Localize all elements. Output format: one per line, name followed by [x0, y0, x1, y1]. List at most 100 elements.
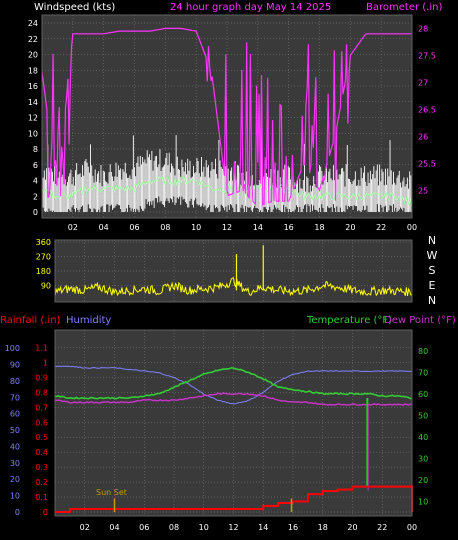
humidity-ytick: 40: [10, 442, 20, 451]
humidity-ytick: 30: [10, 459, 20, 468]
direction-ytick: 180: [36, 267, 51, 276]
climate-xtick: 20: [347, 523, 357, 532]
humidity-line: [54, 365, 413, 405]
barometer-ytick: 27: [418, 78, 428, 87]
chart-title: 24 hour graph day May 14 2025: [170, 2, 331, 13]
wind-ytick: 4: [33, 177, 38, 186]
panel-direction-marks: [54, 245, 413, 297]
temp-ytick: 40: [418, 433, 428, 442]
direction-ytick: 360: [36, 238, 51, 247]
wind-xtick: 18: [314, 223, 324, 232]
wind-ytick: 18: [28, 66, 38, 75]
rain-ytick: 0.9: [35, 373, 48, 382]
rain-ytick: 1: [43, 358, 48, 367]
panel-climate-grid: [55, 330, 413, 516]
wind-xtick: 22: [376, 223, 386, 232]
panel-climate-marks: [54, 365, 413, 513]
wind-xtick: 12: [222, 223, 232, 232]
humidity-ytick: 70: [10, 393, 20, 402]
rainfall-line: [55, 485, 413, 513]
wind-xtick: 08: [160, 223, 170, 232]
compass-label: E: [429, 279, 436, 292]
rain-ytick: 0.6: [35, 418, 48, 427]
wind-ytick: 0: [33, 208, 38, 217]
wind-ytick: 24: [28, 19, 38, 28]
barometer-ytick: 25: [418, 186, 428, 195]
barometer-ytick: 25.5: [418, 159, 436, 168]
wind-ytick: 14: [28, 98, 38, 107]
rain-ytick: 0.7: [35, 403, 48, 412]
barometer-ytick: 26.5: [418, 105, 436, 114]
humidity-ylabel: Humidity: [66, 315, 111, 326]
wind-ytick: 22: [28, 35, 38, 44]
wind-ytick: 8: [33, 145, 38, 154]
dewpoint-ylabel: Dew Point (°F): [384, 315, 456, 326]
climate-xtick: 00: [407, 523, 417, 532]
compass-label: S: [429, 264, 436, 277]
wind-xtick: 06: [129, 223, 139, 232]
climate-xtick: 04: [109, 523, 119, 532]
wind-xtick: 10: [191, 223, 201, 232]
rain-ytick: 0.5: [35, 433, 48, 442]
humidity-ytick: 80: [10, 377, 20, 386]
rain-ytick: 0.8: [35, 388, 48, 397]
rain-ytick: 1.1: [35, 343, 48, 352]
rain-ytick: 0.1: [35, 493, 48, 502]
climate-xtick: 06: [139, 523, 149, 532]
temp-ytick: 20: [418, 476, 428, 485]
wind-xtick: 04: [99, 223, 109, 232]
climate-frame: [54, 329, 413, 517]
climate-xtick: 16: [288, 523, 298, 532]
wind-xtick: 20: [345, 223, 355, 232]
direction-frame: [54, 239, 413, 303]
wind-ytick: 16: [28, 82, 38, 91]
climate-xtick: 14: [258, 523, 268, 532]
climate-xtick: 18: [318, 523, 328, 532]
barometer-ylabel: Barometer (.in): [366, 2, 442, 13]
temperature-line: [54, 366, 412, 400]
temp-ytick: 50: [418, 411, 428, 420]
temp-ytick: 30: [418, 454, 428, 463]
rain-ytick: 0.4: [35, 448, 48, 457]
panel-climate-axes: 0 0.1 0.2 0.3 0.4 0.5 0.6 0.7 0.8 0.9 1 1.1 0 10 20 30 4…: [5, 329, 428, 532]
climate-xtick: 10: [199, 523, 209, 532]
humidity-ytick: 100: [5, 344, 20, 353]
temp-ytick: 10: [418, 497, 428, 506]
temp-ytick: 70: [418, 368, 428, 377]
wind-ytick: 2: [33, 192, 38, 201]
humidity-ytick: 20: [10, 475, 20, 484]
rain-ytick: 0: [43, 508, 48, 517]
dewpoint-line: [54, 392, 413, 406]
climate-xtick: 02: [80, 523, 90, 532]
barometer-line: [41, 27, 412, 206]
temp-ytick: 80: [418, 347, 428, 356]
rain-ytick: 0.2: [35, 478, 48, 487]
temperature-ylabel: Temperature (°F): [306, 315, 392, 326]
rain-ytick: 0.3: [35, 463, 48, 472]
rainfall-ylabel: Rainfall (.in): [0, 315, 61, 326]
wind-xtick: 02: [68, 223, 78, 232]
compass-label: N: [428, 234, 436, 247]
compass-label: N: [428, 294, 436, 307]
panel-wind-marks: [41, 27, 413, 212]
wind-ytick: 12: [28, 114, 38, 123]
wind-ytick: 20: [28, 51, 38, 60]
humidity-ytick: 60: [10, 410, 20, 419]
wind-ytick: 6: [33, 161, 38, 170]
wind-ytick: 10: [28, 129, 38, 138]
compass-label: W: [427, 249, 438, 262]
barometer-ytick: 27.5: [418, 51, 436, 60]
wind-xtick: 14: [253, 223, 263, 232]
humidity-ytick: 10: [10, 492, 20, 501]
climate-xtick: 12: [228, 523, 238, 532]
panel-wind-grid: [42, 15, 413, 218]
sunset-label: Sun Set: [96, 488, 127, 497]
humidity-ytick: 0: [15, 508, 20, 517]
humidity-ytick: 50: [10, 426, 20, 435]
humidity-ytick: 90: [10, 361, 20, 370]
barometer-ytick: 28: [418, 24, 428, 33]
wind-xtick: 00: [407, 223, 417, 232]
direction-ytick: 270: [36, 253, 51, 262]
